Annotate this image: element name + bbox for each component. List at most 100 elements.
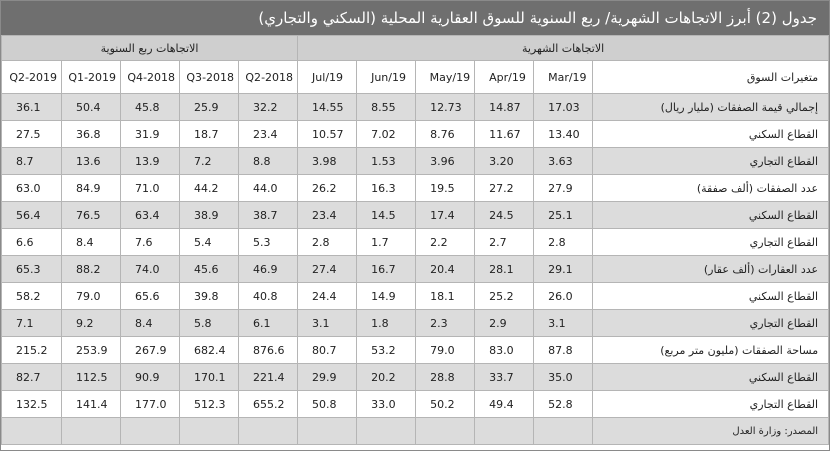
quarterly-value: 6.1 [238, 309, 299, 337]
quarterly-value: 8.8 [238, 147, 299, 175]
quarterly-value: 79.0 [61, 282, 122, 310]
monthly-value: 35.0 [533, 363, 594, 391]
monthly-value: 3.63 [533, 147, 594, 175]
market-trends-table: الاتجاهات الشهرية الاتجاهات ربع السنوية … [0, 35, 830, 445]
monthly-value: 1.8 [356, 309, 417, 337]
table-row: إجمالي قيمة الصفقات (مليار ريال) 17.03 14.… [0, 93, 830, 121]
quarterly-value: 6.6 [0, 228, 63, 256]
column-header-quarter: 2019-Q2 [0, 60, 63, 94]
monthly-value: 3.96 [415, 147, 476, 175]
row-label: القطاع السكني [592, 363, 830, 391]
row-label: القطاع التجاري [592, 309, 830, 337]
group-header-row: الاتجاهات الشهرية الاتجاهات ربع السنوية [0, 35, 830, 61]
table-row: القطاع السكني 35.0 33.7 28.8 20.2 29.9 221.4 17… [0, 363, 830, 391]
empty-cell [415, 417, 476, 445]
monthly-value: 33.7 [474, 363, 535, 391]
quarterly-value: 74.0 [120, 255, 181, 283]
row-label: عدد العقارات (ألف عقار) [592, 255, 830, 283]
monthly-value: 27.9 [533, 174, 594, 202]
quarterly-value: 84.9 [61, 174, 122, 202]
monthly-value: 3.20 [474, 147, 535, 175]
quarterly-value: 27.5 [0, 120, 63, 148]
row-label: إجمالي قيمة الصفقات (مليار ريال) [592, 93, 830, 121]
monthly-value: 14.87 [474, 93, 535, 121]
monthly-value: 3.1 [297, 309, 358, 337]
monthly-value: 8.55 [356, 93, 417, 121]
table-row: القطاع التجاري 52.8 49.4 50.2 33.0 50.8 655.2 5… [0, 390, 830, 418]
row-label: القطاع التجاري [592, 390, 830, 418]
empty-cell [356, 417, 417, 445]
quarterly-value: 267.9 [120, 336, 181, 364]
quarterly-value: 65.3 [0, 255, 63, 283]
monthly-group-header: الاتجاهات الشهرية [297, 35, 830, 61]
empty-cell [61, 417, 122, 445]
empty-cell [474, 417, 535, 445]
quarterly-value: 44.0 [238, 174, 299, 202]
monthly-value: 52.8 [533, 390, 594, 418]
quarterly-value: 45.8 [120, 93, 181, 121]
empty-cell [179, 417, 240, 445]
quarterly-value: 876.6 [238, 336, 299, 364]
quarterly-value: 50.4 [61, 93, 122, 121]
quarterly-value: 44.2 [179, 174, 240, 202]
monthly-value: 29.1 [533, 255, 594, 283]
quarterly-value: 63.0 [0, 174, 63, 202]
monthly-value: 17.4 [415, 201, 476, 229]
monthly-value: 3.1 [533, 309, 594, 337]
quarterly-value: 7.2 [179, 147, 240, 175]
monthly-value: 26.0 [533, 282, 594, 310]
monthly-value: 16.3 [356, 174, 417, 202]
quarterly-group-header: الاتجاهات ربع السنوية [0, 35, 299, 61]
quarterly-value: 40.8 [238, 282, 299, 310]
column-header-month: Mar/19 [533, 60, 594, 94]
quarterly-value: 8.4 [120, 309, 181, 337]
row-label: مساحة الصفقات (مليون متر مربع) [592, 336, 830, 364]
quarterly-value: 682.4 [179, 336, 240, 364]
row-label: القطاع التجاري [592, 228, 830, 256]
monthly-value: 14.9 [356, 282, 417, 310]
row-label: القطاع السكني [592, 282, 830, 310]
monthly-value: 3.98 [297, 147, 358, 175]
empty-cell [120, 417, 181, 445]
monthly-value: 25.2 [474, 282, 535, 310]
monthly-value: 18.1 [415, 282, 476, 310]
monthly-value: 87.8 [533, 336, 594, 364]
quarterly-value: 13.9 [120, 147, 181, 175]
monthly-value: 50.8 [297, 390, 358, 418]
quarterly-value: 82.7 [0, 363, 63, 391]
monthly-value: 2.8 [297, 228, 358, 256]
monthly-value: 26.2 [297, 174, 358, 202]
quarterly-value: 38.9 [179, 201, 240, 229]
monthly-value: 7.02 [356, 120, 417, 148]
row-label: القطاع السكني [592, 120, 830, 148]
empty-cell [533, 417, 594, 445]
monthly-value: 11.67 [474, 120, 535, 148]
monthly-value: 27.2 [474, 174, 535, 202]
monthly-value: 29.9 [297, 363, 358, 391]
monthly-value: 1.53 [356, 147, 417, 175]
table-row: القطاع التجاري 3.1 2.9 2.3 1.8 3.1 6.1 5.8 8.4 9.… [0, 309, 830, 337]
empty-cell [238, 417, 299, 445]
quarterly-value: 655.2 [238, 390, 299, 418]
monthly-value: 14.5 [356, 201, 417, 229]
quarterly-value: 63.4 [120, 201, 181, 229]
column-header-quarter: 2018-Q3 [179, 60, 240, 94]
monthly-value: 13.40 [533, 120, 594, 148]
monthly-value: 2.3 [415, 309, 476, 337]
quarterly-value: 90.9 [120, 363, 181, 391]
quarterly-value: 13.6 [61, 147, 122, 175]
quarterly-value: 141.4 [61, 390, 122, 418]
quarterly-value: 45.6 [179, 255, 240, 283]
monthly-value: 20.4 [415, 255, 476, 283]
table-title: جدول (2) أبرز الاتجاهات الشهرية/ ربع الس… [1, 1, 829, 35]
monthly-value: 2.2 [415, 228, 476, 256]
monthly-value: 10.57 [297, 120, 358, 148]
monthly-value: 24.4 [297, 282, 358, 310]
column-header-label: متغيرات السوق [592, 60, 830, 94]
quarterly-value: 23.4 [238, 120, 299, 148]
quarterly-value: 36.1 [0, 93, 63, 121]
column-header-row: متغيرات السوق Mar/19 Apr/19 May/19 Jun/19 Jul… [0, 60, 830, 94]
quarterly-value: 5.4 [179, 228, 240, 256]
monthly-value: 17.03 [533, 93, 594, 121]
table-row: القطاع السكني 26.0 25.2 18.1 14.9 24.4 40.8 39.… [0, 282, 830, 310]
